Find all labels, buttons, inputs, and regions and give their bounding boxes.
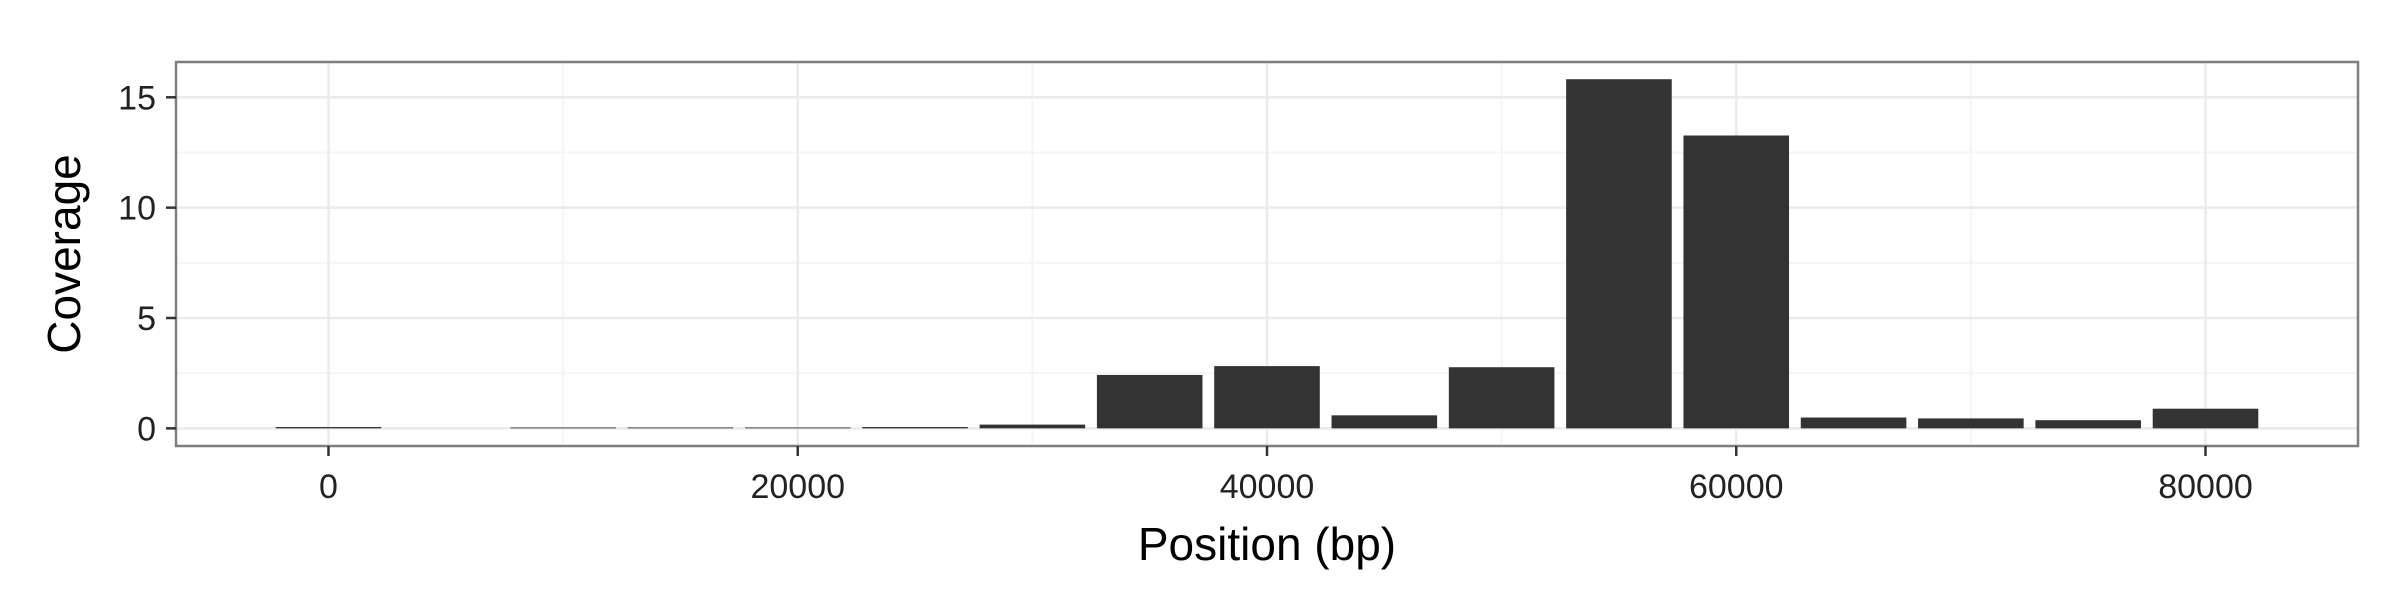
bar: [1448, 367, 1555, 429]
bar: [2152, 408, 2259, 429]
x-tick-label: 80000: [2158, 468, 2253, 506]
x-tick-label: 0: [319, 468, 338, 506]
bar: [1566, 79, 1672, 429]
y-tick-label: 0: [137, 410, 156, 448]
x-tick-label: 60000: [1689, 468, 1784, 506]
x-axis-title: Position (bp): [1138, 518, 1396, 570]
bar: [1683, 135, 1790, 429]
y-tick-label: 5: [137, 300, 156, 338]
x-tick-label: 40000: [1220, 468, 1315, 506]
bar: [862, 427, 968, 429]
bar: [1918, 418, 2024, 429]
bar: [1214, 366, 1320, 429]
bar: [510, 427, 616, 429]
y-axis-title: Coverage: [38, 154, 90, 353]
y-tick-label: 15: [118, 79, 156, 117]
bar: [1800, 417, 1907, 429]
bar: [744, 427, 851, 429]
x-axis-ticks: 0 20000 40000 60000 80000: [319, 446, 2253, 506]
bar: [275, 427, 382, 429]
y-axis-ticks: 0 5 10 15: [118, 79, 176, 448]
bar: [979, 424, 1086, 429]
x-tick-label: 20000: [750, 468, 845, 506]
bar: [1096, 374, 1203, 429]
bar: [2035, 420, 2141, 429]
bar: [627, 427, 734, 429]
bar: [1331, 415, 1438, 429]
y-tick-label: 10: [118, 190, 156, 228]
bar-series: [275, 79, 2259, 429]
